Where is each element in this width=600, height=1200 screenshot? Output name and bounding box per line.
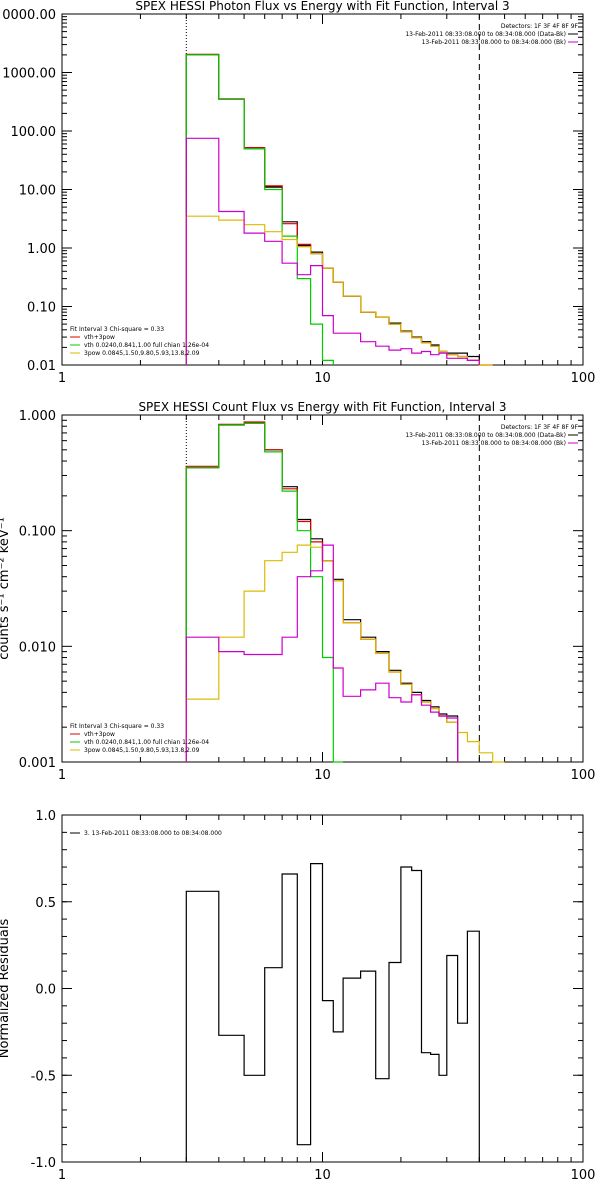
y-tick-label: 0.001	[19, 756, 56, 771]
y-tick-label: 1000.00	[2, 67, 56, 82]
y-tick-label: 0.0	[35, 983, 56, 998]
y-tick-label: 1.0	[35, 809, 56, 824]
series-line	[185, 137, 480, 365]
legend-entry: vth+3pow	[84, 731, 115, 738]
x-tick-label: 1	[58, 371, 66, 386]
y-axis-label: counts s⁻¹ cm⁻² keV⁻¹	[0, 517, 12, 660]
y-tick-label: 1.000	[19, 409, 56, 424]
legend-entry: vth+3pow	[84, 334, 115, 341]
series-line	[185, 422, 344, 763]
y-tick-label: 0.10	[27, 301, 56, 316]
legend-entry: 13-Feb-2011 08:33:08.000 to 08:34:08.000…	[405, 31, 566, 38]
chart-title: SPEX HESSI Photon Flux vs Energy with Fi…	[135, 0, 509, 13]
y-tick-label: 100.00	[11, 125, 57, 140]
x-tick-label: 10	[314, 768, 331, 783]
fit-legend-header: Fit Interval 3 Chi-square = 0.33	[70, 326, 164, 333]
y-tick-label: 0.5	[35, 896, 56, 911]
x-tick-label: 100	[571, 768, 596, 783]
y-tick-label: 1.00	[27, 242, 56, 257]
y-tick-label: 0.01	[27, 359, 56, 374]
legend-entry: 3pow 0.0845,1.50,9.80,5.93,13.8,2.09	[84, 350, 200, 357]
legend-header: Detectors: 1F 3F 4F 8F 9F	[501, 424, 579, 431]
legend-entry: 13-Feb-2011 08:33:08.000 to 08:34:08.000…	[422, 39, 566, 46]
residuals-panel: Normalized Residuals 1 10 100 -1.0 -0.5 0.0 0.5…	[0, 809, 595, 1183]
series-line	[185, 215, 493, 366]
legend-entry: vth 0.0240,0.841,1.00 full chian 1.26e-0…	[84, 342, 209, 349]
legend-entry: vth 0.0240,0.841,1.00 full chian 1.26e-0…	[84, 739, 209, 746]
chart-title: SPEX HESSI Count Flux vs Energy with Fit…	[138, 400, 506, 414]
x-tick-label: 10	[314, 1168, 331, 1183]
count-flux-panel: SPEX HESSI Count Flux vs Energy with Fit…	[0, 400, 595, 783]
legend-header: Detectors: 1F 3F 4F 8F 9F	[501, 23, 579, 30]
y-tick-label: -0.5	[31, 1069, 56, 1084]
x-tick-label: 100	[571, 371, 596, 386]
fit-legend-header: Fit Interval 3 Chi-square = 0.33	[70, 723, 164, 730]
series-line	[185, 544, 505, 763]
y-tick-label: 0.010	[19, 640, 56, 655]
legend-entry: 3. 13-Feb-2011 08:33:08.000 to 08:34:08.…	[84, 830, 222, 837]
photon-flux-panel: SPEX HESSI Photon Flux vs Energy with Fi…	[2, 0, 595, 386]
y-tick-label: 0.100	[19, 525, 56, 540]
legend-entry: 13-Feb-2011 08:33:08.000 to 08:34:08.000…	[405, 432, 566, 439]
legend-entry: 13-Feb-2011 08:33:08.000 to 08:34:08.000…	[422, 440, 566, 447]
y-tick-label: 10.00	[19, 184, 56, 199]
legend-entry: 3pow 0.0845,1.50,9.80,5.93,13.8,2.09	[84, 747, 200, 754]
series-line	[185, 544, 459, 762]
x-tick-label: 10	[314, 371, 331, 386]
x-tick-label: 1	[58, 1168, 66, 1183]
y-tick-label: 0000.00	[2, 8, 56, 23]
series-line	[185, 54, 334, 365]
x-tick-label: 1	[58, 768, 66, 783]
x-tick-label: 100	[571, 1168, 596, 1183]
series-line	[185, 862, 480, 1162]
y-axis-label: Normalized Residuals	[0, 919, 12, 1059]
y-tick-label: -1.0	[31, 1156, 56, 1171]
series-line	[185, 53, 493, 366]
